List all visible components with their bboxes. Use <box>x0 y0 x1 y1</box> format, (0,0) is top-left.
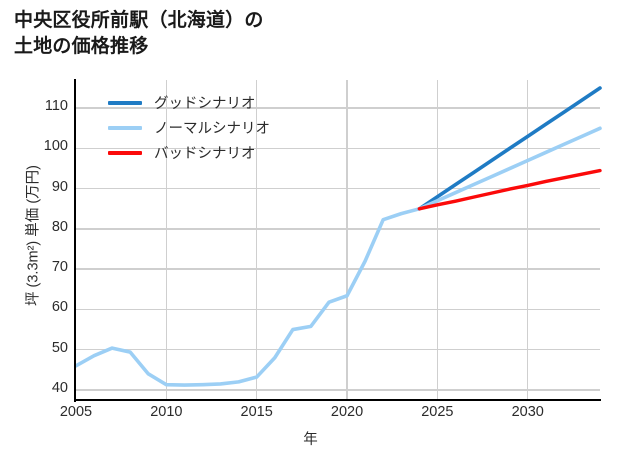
series-line <box>74 207 422 387</box>
gridline-y-100 <box>76 147 600 150</box>
page-title: 中央区役所前駅（北海道）の 土地の価格推移 <box>14 10 264 57</box>
y-axis-title: 坪 (3.3m²) 単価 (万円) <box>25 165 42 306</box>
x-axis-line <box>74 399 601 401</box>
gridline-x-2020 <box>346 80 348 400</box>
gridline-y-50 <box>76 348 600 351</box>
legend-item[interactable]: ノーマルシナリオ <box>108 115 270 140</box>
legend-item-label: グッドシナリオ <box>154 96 256 112</box>
y-tick-label: 40 <box>51 379 68 396</box>
y-tick-label: 90 <box>51 178 68 195</box>
x-tick-label: 2025 <box>421 404 454 420</box>
x-axis-title: 年 <box>303 432 318 448</box>
legend-item[interactable]: グッドシナリオ <box>108 90 270 115</box>
y-tick-label: 100 <box>43 138 68 155</box>
gridline-x-2030 <box>527 80 529 400</box>
legend-color-swatch <box>108 125 142 130</box>
y-tick-label: 50 <box>51 339 68 356</box>
x-tick-label: 2020 <box>330 404 364 420</box>
x-tick-label: 2015 <box>240 404 273 420</box>
legend-color-swatch <box>108 100 142 105</box>
legend-item-label: ノーマルシナリオ <box>154 121 270 137</box>
gridline-y-40 <box>76 389 600 391</box>
legend-color-swatch <box>108 150 142 155</box>
x-tick-label: 2005 <box>59 404 93 420</box>
gridline-y-110 <box>76 107 600 109</box>
y-axis-line <box>74 79 76 402</box>
y-tick-label: 70 <box>51 259 68 276</box>
y-tick-label: 60 <box>51 299 68 316</box>
legend-item-label: バッドシナリオ <box>154 146 256 162</box>
gridline-y-70 <box>76 268 600 270</box>
x-tick-label: 2030 <box>511 404 544 420</box>
legend-item[interactable]: バッドシナリオ <box>108 140 270 165</box>
series-line <box>417 126 602 211</box>
gridline-y-60 <box>76 308 600 311</box>
gridline-y-90 <box>76 187 600 190</box>
chart-legend: グッドシナリオ ノーマルシナリオ バッドシナリオ <box>108 90 270 165</box>
y-tick-label: 110 <box>44 98 68 115</box>
series-line <box>417 168 602 211</box>
x-tick-label: 2010 <box>150 404 183 420</box>
gridline-y-80 <box>76 228 600 230</box>
y-tick-label: 80 <box>51 218 68 235</box>
gridline-x-2025 <box>436 80 439 400</box>
